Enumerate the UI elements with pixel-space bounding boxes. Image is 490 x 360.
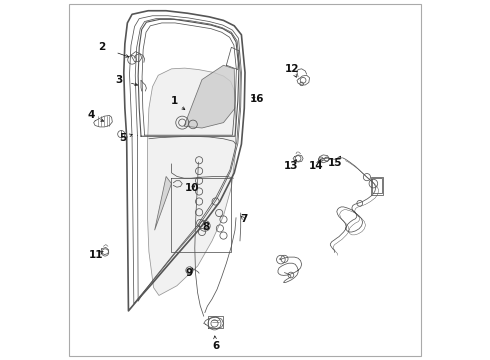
Text: 7: 7 [241,215,248,224]
Text: 6: 6 [212,341,219,351]
Polygon shape [147,68,236,296]
Text: 15: 15 [328,158,343,168]
Text: 12: 12 [284,64,299,74]
Text: 11: 11 [89,250,103,260]
Text: 3: 3 [115,75,122,85]
Text: 1: 1 [171,96,177,106]
Text: 9: 9 [186,267,193,278]
Polygon shape [184,65,235,128]
Text: 13: 13 [284,161,298,171]
Text: 5: 5 [119,133,126,143]
Text: 14: 14 [309,161,323,171]
Text: 10: 10 [185,183,199,193]
Text: 2: 2 [98,42,105,52]
Text: 4: 4 [87,111,95,121]
Text: 16: 16 [250,94,265,104]
Text: 8: 8 [202,222,209,232]
Polygon shape [155,176,172,230]
